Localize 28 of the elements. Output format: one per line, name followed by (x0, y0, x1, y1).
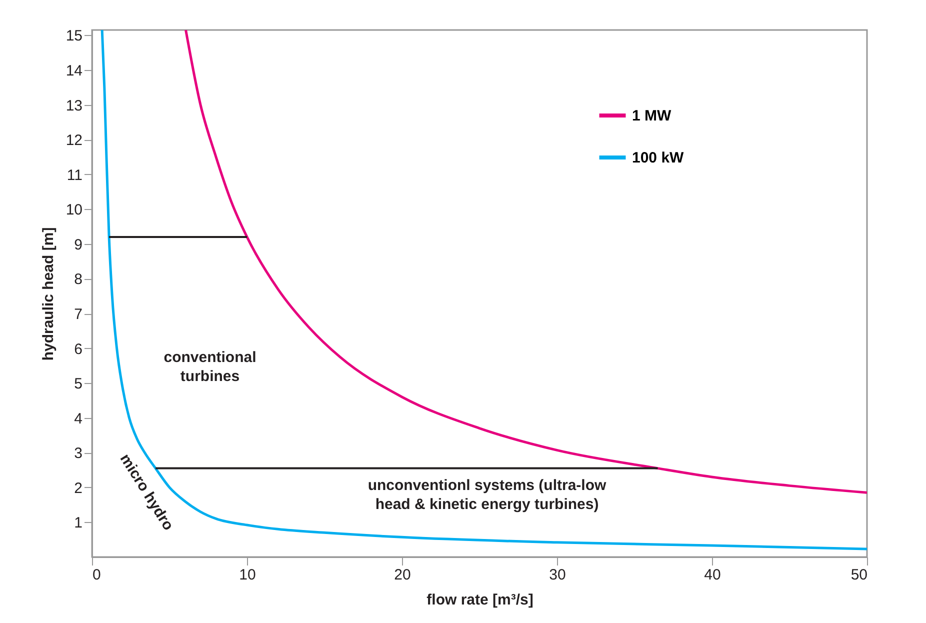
line-series (100, 30, 867, 550)
x-tick-label: 50 (850, 566, 868, 584)
y-tick-label: 7 (74, 306, 82, 323)
y-tick-label: 4 (74, 410, 82, 428)
y-tick-label: 15 (66, 28, 82, 45)
y-tick-label: 9 (74, 236, 82, 254)
x-tick-label: 30 (549, 566, 566, 584)
y-tick-label: 5 (74, 376, 82, 393)
y-tick-label: 8 (74, 271, 82, 288)
y-tick-label: 10 (66, 202, 82, 219)
x-tick-label: 0 (92, 566, 101, 584)
y-tick-label: 6 (74, 340, 82, 358)
legend-label: 100 kW (632, 150, 685, 166)
x-tick-label: 10 (239, 566, 256, 584)
annotation: unconventionl systems (ultra-low head & kinetic energy turbines) (368, 477, 607, 513)
y-tick-label: 3 (74, 445, 82, 462)
annotation: conventional turbines (164, 349, 256, 385)
x-tick-label: 40 (704, 566, 721, 584)
y-tick-label: 2 (74, 480, 82, 497)
x-tick-label: 20 (394, 566, 411, 584)
x-axis-title: flow rate [m³/s] (426, 592, 534, 608)
y-tick-label: 13 (66, 97, 82, 114)
y-tick-label: 11 (66, 166, 82, 184)
y-axis-title: hydraulic head [m] (40, 227, 57, 361)
y-tick-label: 12 (66, 132, 82, 150)
y-tick-label: 1 (74, 514, 82, 532)
y-tick-label: 14 (66, 62, 82, 80)
legend-label: 1 MW (632, 108, 672, 124)
